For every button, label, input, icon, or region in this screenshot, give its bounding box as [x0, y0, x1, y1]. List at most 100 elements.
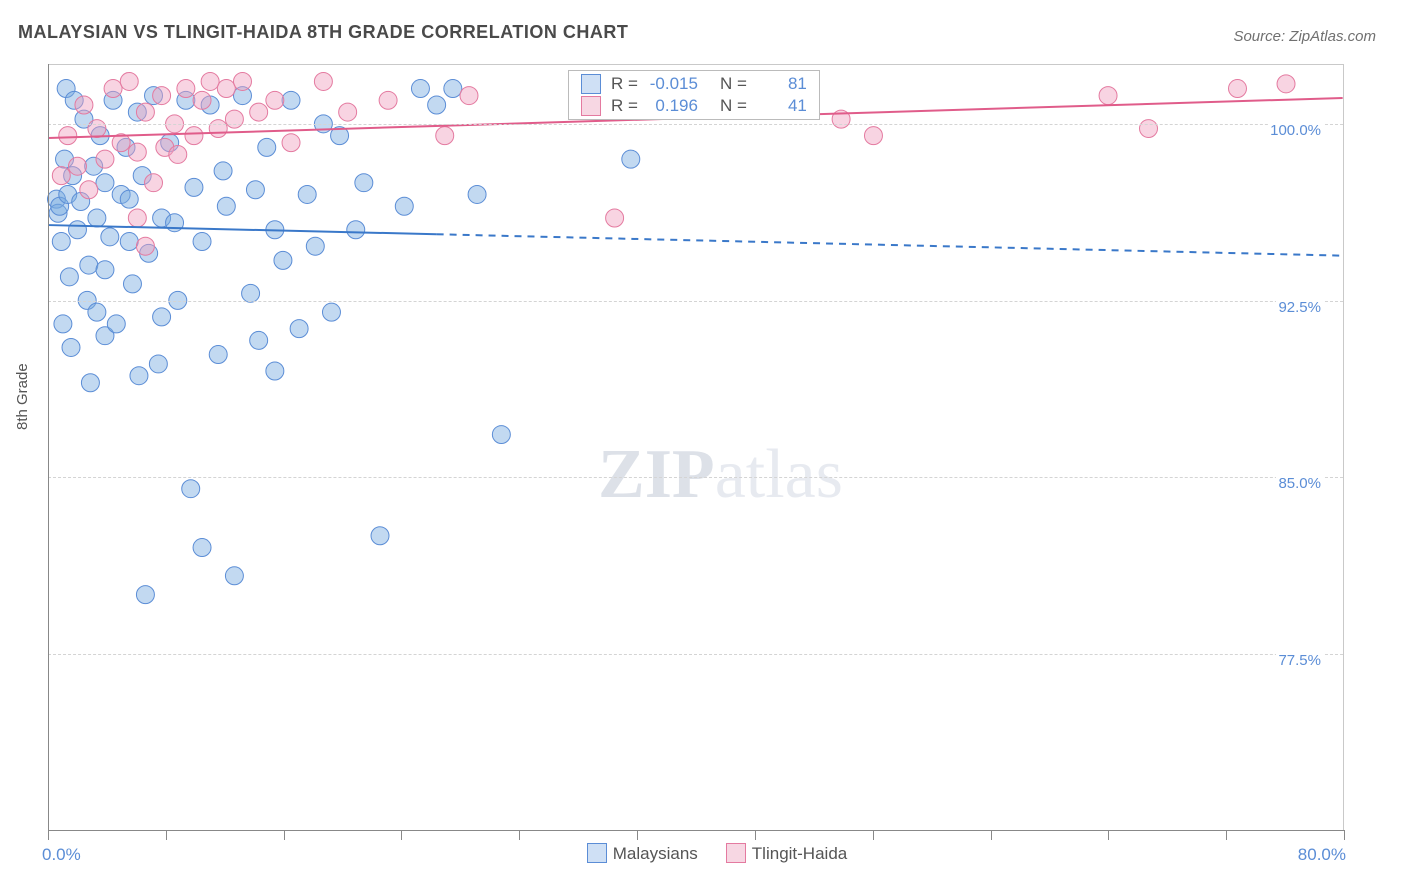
scatter-point: [209, 120, 227, 138]
scatter-point: [68, 221, 86, 239]
scatter-point: [149, 355, 167, 373]
source-attribution: Source: ZipAtlas.com: [1233, 28, 1376, 45]
scatter-point: [136, 103, 154, 121]
scatter-point: [274, 251, 292, 269]
statistics-legend-box: R =-0.015N =81R =0.196N =41: [568, 70, 820, 120]
gridline: [48, 124, 1343, 125]
x-axis-tick: [1226, 830, 1227, 840]
scatter-point: [128, 143, 146, 161]
x-axis-tick: [1344, 830, 1345, 840]
scatter-point: [120, 190, 138, 208]
scatter-point: [68, 157, 86, 175]
x-axis-line: [48, 830, 1344, 831]
scatter-point: [290, 320, 308, 338]
chart-title: MALAYSIAN VS TLINGIT-HAIDA 8TH GRADE COR…: [18, 22, 628, 43]
scatter-point: [80, 181, 98, 199]
scatter-point: [136, 586, 154, 604]
x-axis-tick: [284, 830, 285, 840]
x-axis-tick: [873, 830, 874, 840]
chart-container: MALAYSIAN VS TLINGIT-HAIDA 8TH GRADE COR…: [0, 0, 1406, 892]
scatter-point: [214, 162, 232, 180]
scatter-point: [60, 268, 78, 286]
scatter-point: [225, 567, 243, 585]
x-axis-tick: [48, 830, 49, 840]
scatter-point: [52, 167, 70, 185]
scatter-point: [444, 80, 462, 98]
gridline: [48, 654, 1343, 655]
y-axis-tick-label: 85.0%: [1276, 475, 1323, 492]
scatter-point: [88, 120, 106, 138]
scatter-point: [322, 303, 340, 321]
scatter-point: [266, 362, 284, 380]
scatter-point: [242, 284, 260, 302]
scatter-point: [1229, 80, 1247, 98]
scatter-point: [428, 96, 446, 114]
scatter-point: [217, 197, 235, 215]
plot-area: ZIPatlas R =-0.015N =81R =0.196N =41 100…: [48, 64, 1344, 830]
scatter-point: [88, 209, 106, 227]
legend-label: Tlingit-Haida: [752, 844, 847, 863]
scatter-point: [177, 80, 195, 98]
scatter-point: [379, 91, 397, 109]
scatter-point: [75, 96, 93, 114]
scatter-point: [347, 221, 365, 239]
scatter-point: [1140, 120, 1158, 138]
chart-svg: [48, 65, 1343, 830]
scatter-point: [250, 331, 268, 349]
x-axis-tick: [166, 830, 167, 840]
gridline: [48, 301, 1343, 302]
y-axis-tick-label: 92.5%: [1276, 299, 1323, 316]
series-swatch: [581, 74, 601, 94]
scatter-point: [185, 127, 203, 145]
series-legend: MalaysiansTlingit-Haida: [0, 843, 1406, 864]
stat-n-label: N =: [720, 74, 747, 94]
scatter-point: [80, 256, 98, 274]
stat-r-value: -0.015: [648, 74, 698, 94]
scatter-point: [225, 110, 243, 128]
scatter-point: [123, 275, 141, 293]
y-axis-tick-label: 77.5%: [1276, 652, 1323, 669]
scatter-point: [314, 72, 332, 90]
stat-row: R =0.196N =41: [569, 95, 819, 117]
scatter-point: [81, 374, 99, 392]
scatter-point: [193, 539, 211, 557]
scatter-point: [107, 315, 125, 333]
scatter-point: [128, 209, 146, 227]
x-axis-tick: [519, 830, 520, 840]
scatter-point: [54, 315, 72, 333]
scatter-point: [201, 72, 219, 90]
scatter-point: [468, 185, 486, 203]
stat-row: R = -0.015 N = 81: [569, 73, 819, 95]
stat-n-label: N =: [720, 96, 747, 116]
scatter-point: [234, 72, 252, 90]
x-axis-tick: [1108, 830, 1109, 840]
y-axis-label: 8th Grade: [14, 363, 31, 430]
scatter-point: [622, 150, 640, 168]
scatter-point: [436, 127, 454, 145]
scatter-point: [136, 237, 154, 255]
series-swatch: [581, 96, 601, 116]
y-axis-tick-label: 100.0%: [1268, 122, 1323, 139]
scatter-point: [246, 181, 264, 199]
scatter-point: [1099, 87, 1117, 105]
scatter-point: [306, 237, 324, 255]
scatter-point: [145, 174, 163, 192]
scatter-point: [193, 233, 211, 251]
scatter-point: [169, 145, 187, 163]
stat-r-label: R =: [611, 74, 638, 94]
stat-n-value: 41: [757, 96, 807, 116]
regression-line-extrapolated: [437, 234, 1343, 255]
scatter-point: [153, 308, 171, 326]
stat-n-value: 81: [757, 74, 807, 94]
scatter-point: [1277, 75, 1295, 93]
scatter-point: [282, 91, 300, 109]
scatter-point: [185, 178, 203, 196]
scatter-point: [298, 185, 316, 203]
scatter-point: [460, 87, 478, 105]
x-axis-tick: [755, 830, 756, 840]
scatter-point: [209, 346, 227, 364]
y-axis-line: [48, 64, 49, 830]
scatter-point: [52, 233, 70, 251]
scatter-point: [864, 127, 882, 145]
scatter-point: [411, 80, 429, 98]
